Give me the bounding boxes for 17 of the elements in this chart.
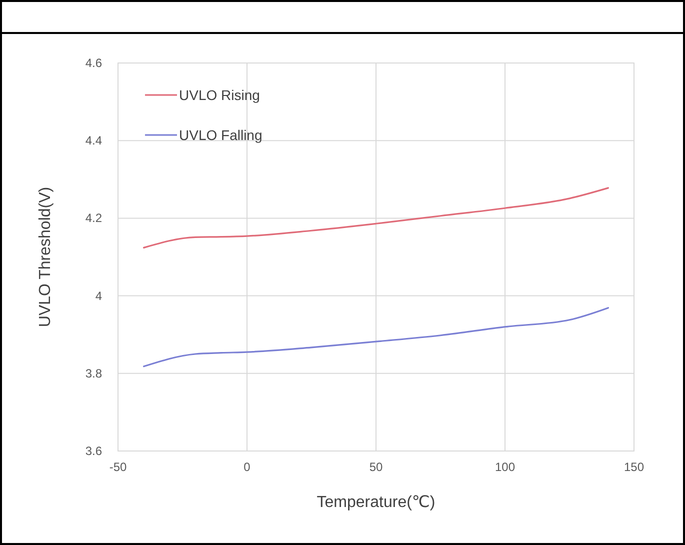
x-tick-label: -50 — [109, 460, 127, 474]
y-tick-label: 4 — [95, 288, 102, 303]
y-tick-label: 4.6 — [85, 56, 102, 70]
y-tick-label: 3.8 — [85, 366, 102, 380]
y-tick-label: 4.4 — [85, 134, 102, 148]
line-series — [143, 307, 609, 368]
legend-label: UVLO Rising — [179, 87, 260, 103]
line-series — [143, 187, 609, 248]
y-tick-label: 3.6 — [85, 444, 102, 458]
y-axis-title: UVLO Threshold(V) — [37, 186, 54, 328]
x-tick-label: 100 — [494, 460, 516, 474]
y-tick-label: 4.2 — [85, 211, 102, 226]
x-tick-label: 50 — [369, 460, 383, 474]
x-tick-label: 0 — [244, 460, 251, 474]
x-axis-title: Temperature(℃) — [316, 494, 436, 511]
x-tick-label: 150 — [624, 460, 644, 474]
legend-label: UVLO Falling — [179, 127, 262, 143]
